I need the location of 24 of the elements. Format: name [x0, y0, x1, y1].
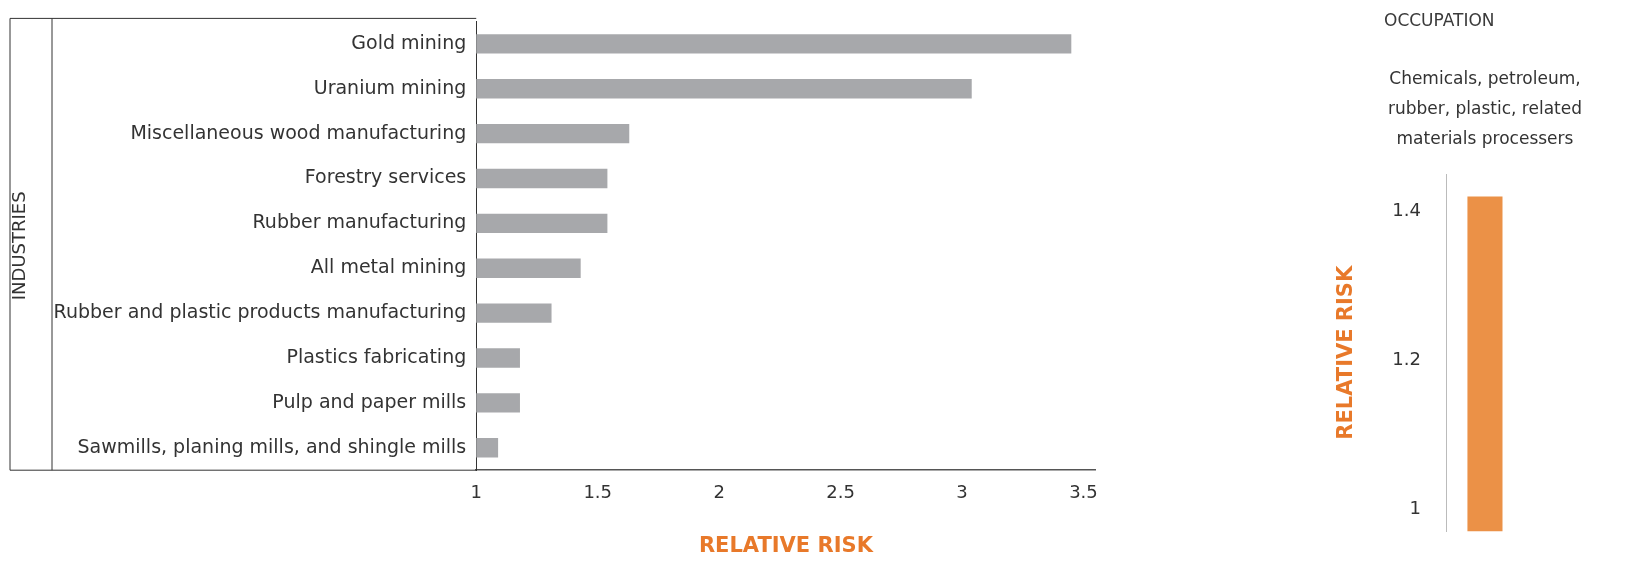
- x-axis-title: RELATIVE RISK: [698, 532, 874, 557]
- y-tick-label: Plastics fabricating: [286, 344, 467, 367]
- y-tick-label: 1.4: [1392, 199, 1421, 221]
- y-axis-title: INDUSTRIES: [8, 191, 30, 301]
- x-tick-label: 3: [956, 480, 968, 502]
- y-tick-label: Forestry services: [304, 165, 467, 188]
- x-tick-label: 1.5: [583, 480, 613, 502]
- y-tick-label: Uranium mining: [313, 75, 467, 98]
- y-tick-label: 1: [1409, 496, 1421, 518]
- chart-title: OCCUPATION: [1384, 10, 1495, 30]
- y-tick-label: All metal mining: [310, 255, 467, 278]
- y-tick-label: Miscellaneous wood manufacturing: [130, 120, 467, 143]
- x-tick-label: 1: [470, 480, 482, 502]
- x-tick-label: 3.5: [1069, 480, 1098, 502]
- y-tick-label: Rubber manufacturing: [252, 210, 467, 233]
- y-tick-label: Sawmills, planing mills, and shingle mills: [77, 434, 467, 457]
- x-tick-label: Chemicals, petroleum, rubber, plastic, related materials processers: [1387, 68, 1583, 148]
- y-axis-title: RELATIVE RISK: [1333, 265, 1358, 440]
- y-tick-label: Pulp and paper mills: [272, 389, 467, 412]
- y-tick-label: Gold mining: [351, 30, 467, 53]
- x-tick-label: 2: [713, 480, 725, 502]
- x-tick-label: 2.5: [826, 480, 855, 502]
- y-tick-label: Rubber and plastic products manufacturing: [53, 300, 467, 323]
- y-tick-label: 1.2: [1392, 347, 1421, 369]
